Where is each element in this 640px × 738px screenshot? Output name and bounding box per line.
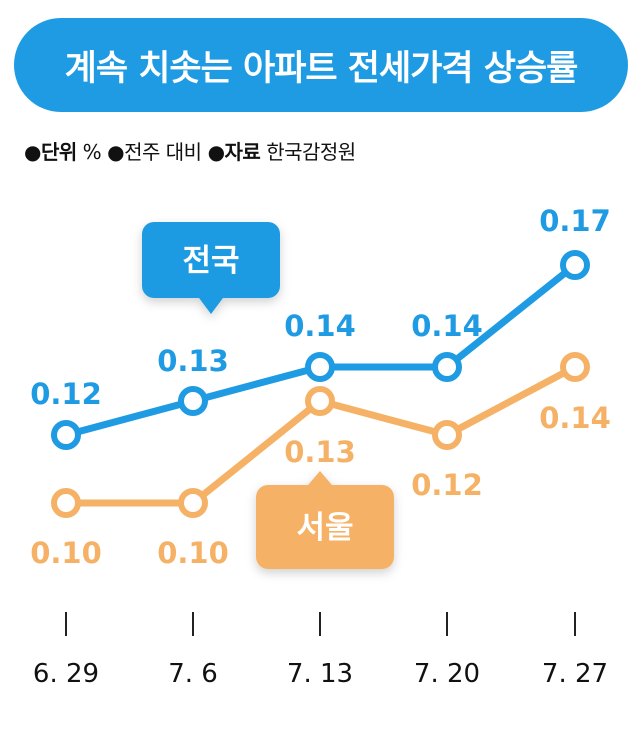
basis-label: 전주 대비 [124,140,202,164]
data-label-national: 0.12 [30,377,102,411]
data-point [305,386,335,416]
callout-tail [308,471,332,485]
data-label-national: 0.14 [284,309,356,343]
data-point [432,420,462,450]
data-point [560,352,590,382]
bullet-icon: ● [107,140,125,164]
data-label-seoul: 0.10 [30,536,102,570]
x-axis: 6. 29 7. 6 7. 13 7. 20 7. 27 [33,612,608,689]
data-point [432,352,462,382]
callout-box [142,222,280,298]
bullet-icon: ● [24,140,41,164]
chart-title: 계속 치솟는 아파트 전세가격 상승률 [64,48,579,89]
unit-value: % [82,140,102,164]
series-layer [51,250,590,518]
series-name-label: 서울 [296,510,353,546]
chart-meta: ●단위 % ●전주 대비 ●자료 한국감정원 [24,136,356,165]
series-callout: 서울 [256,471,394,569]
unit-label: 단위 [40,140,77,164]
x-tick-label: 7. 13 [287,659,353,689]
data-label-seoul: 0.10 [157,536,229,570]
data-point [51,420,81,450]
data-label-national: 0.13 [157,344,229,378]
callout-tail [199,298,223,314]
data-label-national: 0.17 [539,204,611,238]
series-name-label: 전국 [182,243,239,279]
data-point [178,488,208,518]
callout-box [256,485,394,569]
x-tick-label: 7. 6 [168,659,218,689]
data-labels: 0.12 0.13 0.14 0.14 0.17 0.10 0.10 0.13 0.12 0.14 [30,204,611,570]
data-label-seoul: 0.13 [284,435,356,469]
source-label: 자료 [224,140,261,164]
data-label-seoul: 0.12 [411,468,483,502]
data-point [305,352,335,382]
source-value: 한국감정원 [266,140,356,164]
data-label-seoul: 0.14 [539,401,611,435]
bullet-icon: ● [207,140,225,164]
data-point [560,250,590,280]
data-point [178,386,208,416]
x-tick-label: 6. 29 [33,659,99,689]
series-callout: 전국 [142,222,280,314]
data-label-national: 0.14 [411,309,483,343]
title-banner: 계속 치솟는 아파트 전세가격 상승률 [14,18,628,112]
data-point [51,488,81,518]
x-tick-label: 7. 20 [414,659,480,689]
x-tick-label: 7. 27 [542,659,608,689]
